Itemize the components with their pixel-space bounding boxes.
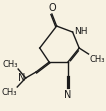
Text: CH₃: CH₃ [1,87,17,96]
Text: NH: NH [74,27,88,36]
Text: CH₃: CH₃ [89,55,105,63]
Text: O: O [48,3,56,13]
Text: CH₃: CH₃ [2,59,18,68]
Text: N: N [17,73,25,83]
Text: N: N [64,89,72,100]
